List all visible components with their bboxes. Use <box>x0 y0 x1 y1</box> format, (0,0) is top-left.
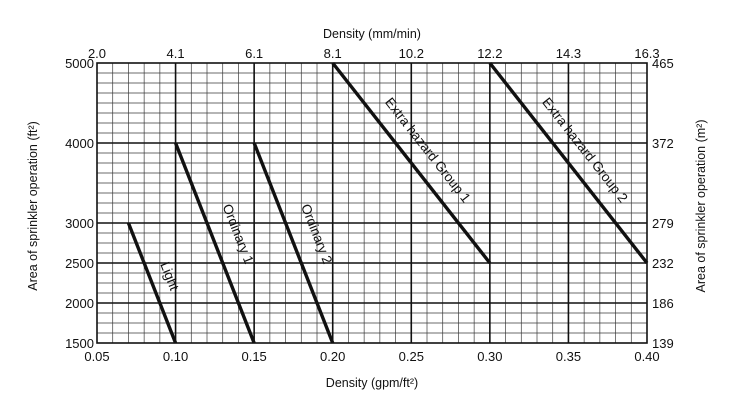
y2-tick-label: 279 <box>652 216 674 231</box>
series-line-1 <box>126 222 178 344</box>
series-label-3: Ordinary 2 <box>298 202 335 266</box>
x-tick-label: 0.15 <box>241 349 266 364</box>
y-tick-label: 1500 <box>65 336 94 351</box>
major-grid <box>97 63 647 343</box>
minor-grid <box>97 63 647 343</box>
y2-tick-label: 372 <box>652 136 674 151</box>
x-tick-label: 0.30 <box>477 349 502 364</box>
plot-frame <box>96 62 648 344</box>
x2-tick-label: 4.1 <box>167 46 185 61</box>
x2-tick-label: 6.1 <box>245 46 263 61</box>
y2-tick-label: 186 <box>652 296 674 311</box>
y2-axis-title: Area of sprinkler operation (m²) <box>694 120 708 293</box>
series-label-1: Light <box>157 260 182 293</box>
y2-tick-label: 232 <box>652 256 674 271</box>
bottom-tick-labels: 0.05 0.10 0.15 0.20 0.25 0.30 0.35 0.40 <box>84 349 659 364</box>
x2-tick-label: 8.1 <box>324 46 342 61</box>
x2-tick-label: 12.2 <box>477 46 502 61</box>
x-tick-label: 0.20 <box>320 349 345 364</box>
series-line-3 <box>252 142 335 344</box>
x-tick-label: 0.35 <box>556 349 581 364</box>
series-line-5 <box>488 61 649 265</box>
y2-tick-label: 465 <box>652 56 674 71</box>
series-label-2: Ordinary 1 <box>220 202 257 266</box>
y-tick-label: 2500 <box>65 256 94 271</box>
series-line-4 <box>331 61 492 265</box>
x-tick-label: 0.25 <box>399 349 424 364</box>
series-lines <box>126 61 649 344</box>
y-tick-label: 3000 <box>65 216 94 231</box>
series-line-2 <box>173 142 256 344</box>
x2-tick-label: 16.3 <box>634 46 659 61</box>
top-tick-labels: 2.0 4.1 6.1 8.1 10.2 12.2 14.3 16.3 <box>88 46 660 61</box>
x-tick-label: 0.05 <box>84 349 109 364</box>
x-axis-title: Density (gpm/ft²) <box>326 376 418 390</box>
right-tick-labels: 139 186 232 279 372 465 <box>652 56 674 351</box>
x2-tick-label: 14.3 <box>556 46 581 61</box>
y-tick-label: 5000 <box>65 56 94 71</box>
x2-axis-title: Density (mm/min) <box>323 27 421 41</box>
left-tick-labels: 1500 2000 2500 3000 4000 5000 <box>65 56 94 351</box>
x-tick-label: 0.40 <box>634 349 659 364</box>
x2-tick-label: 2.0 <box>88 46 106 61</box>
y-tick-label: 4000 <box>65 136 94 151</box>
y-tick-label: 2000 <box>65 296 94 311</box>
x-tick-label: 0.10 <box>163 349 188 364</box>
y-axis-title: Area of sprinkler operation (ft²) <box>26 121 40 291</box>
y2-tick-label: 139 <box>652 336 674 351</box>
x2-tick-label: 10.2 <box>399 46 424 61</box>
